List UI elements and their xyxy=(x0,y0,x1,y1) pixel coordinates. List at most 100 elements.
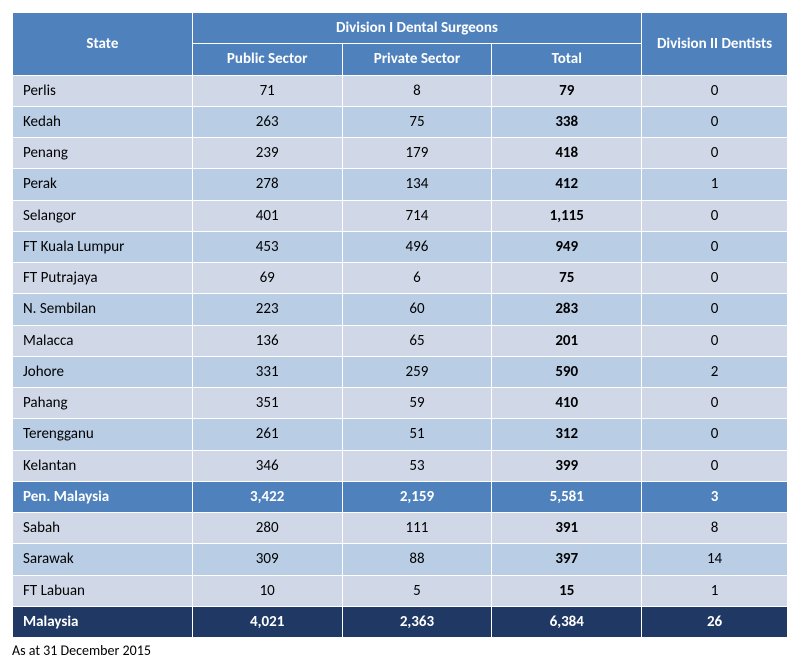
cell-total: 391 xyxy=(492,513,642,544)
cell-private: 2,159 xyxy=(342,481,492,512)
footnote: As at 31 December 2015 xyxy=(12,642,788,659)
cell-div2: 8 xyxy=(642,513,788,544)
cell-private: 179 xyxy=(342,138,492,169)
table-row: FT Putrajaya696750 xyxy=(13,263,788,294)
cell-div2: 0 xyxy=(642,388,788,419)
cell-state: Sabah xyxy=(13,513,193,544)
cell-public: 4,021 xyxy=(192,606,342,637)
cell-div2: 0 xyxy=(642,419,788,450)
cell-div2: 0 xyxy=(642,200,788,231)
cell-div2: 26 xyxy=(642,606,788,637)
cell-total: 397 xyxy=(492,544,642,575)
cell-state: FT Kuala Lumpur xyxy=(13,231,193,262)
cell-total: 418 xyxy=(492,138,642,169)
cell-state: N. Sembilan xyxy=(13,294,193,325)
cell-total: 15 xyxy=(492,575,642,606)
cell-private: 496 xyxy=(342,231,492,262)
cell-total: 5,581 xyxy=(492,481,642,512)
table-row: Perak2781344121 xyxy=(13,169,788,200)
table-row: Johore3312595902 xyxy=(13,356,788,387)
cell-total: 399 xyxy=(492,450,642,481)
cell-div2: 0 xyxy=(642,325,788,356)
cell-div2: 1 xyxy=(642,575,788,606)
cell-total: 283 xyxy=(492,294,642,325)
cell-total: 949 xyxy=(492,231,642,262)
cell-public: 351 xyxy=(192,388,342,419)
cell-div2: 0 xyxy=(642,450,788,481)
cell-state: Malacca xyxy=(13,325,193,356)
table-row: Selangor4017141,1150 xyxy=(13,200,788,231)
header-div2: Division II Dentists xyxy=(642,13,788,76)
table-row: Malacca136652010 xyxy=(13,325,788,356)
cell-public: 223 xyxy=(192,294,342,325)
cell-private: 88 xyxy=(342,544,492,575)
cell-public: 69 xyxy=(192,263,342,294)
cell-private: 134 xyxy=(342,169,492,200)
cell-public: 263 xyxy=(192,106,342,137)
cell-public: 261 xyxy=(192,419,342,450)
table-header: State Division I Dental Surgeons Divisio… xyxy=(13,13,788,76)
cell-state: Johore xyxy=(13,356,193,387)
cell-div2: 0 xyxy=(642,231,788,262)
cell-div2: 0 xyxy=(642,138,788,169)
cell-div2: 0 xyxy=(642,106,788,137)
cell-state: FT Labuan xyxy=(13,575,193,606)
cell-total: 590 xyxy=(492,356,642,387)
cell-div2: 14 xyxy=(642,544,788,575)
cell-state: Kelantan xyxy=(13,450,193,481)
cell-state: Kedah xyxy=(13,106,193,137)
cell-state: Perak xyxy=(13,169,193,200)
cell-private: 259 xyxy=(342,356,492,387)
cell-public: 278 xyxy=(192,169,342,200)
cell-state: FT Putrajaya xyxy=(13,263,193,294)
table-row: Pen. Malaysia3,4222,1595,5813 xyxy=(13,481,788,512)
header-div1-group: Division I Dental Surgeons xyxy=(192,13,641,44)
cell-private: 51 xyxy=(342,419,492,450)
cell-total: 338 xyxy=(492,106,642,137)
cell-public: 346 xyxy=(192,450,342,481)
cell-public: 280 xyxy=(192,513,342,544)
table-row: Perlis718790 xyxy=(13,75,788,106)
cell-total: 412 xyxy=(492,169,642,200)
table-row: Kelantan346533990 xyxy=(13,450,788,481)
cell-private: 2,363 xyxy=(342,606,492,637)
header-private: Private Sector xyxy=(342,44,492,75)
table-row: FT Labuan105151 xyxy=(13,575,788,606)
table-row: Kedah263753380 xyxy=(13,106,788,137)
cell-total: 1,115 xyxy=(492,200,642,231)
cell-private: 111 xyxy=(342,513,492,544)
cell-public: 136 xyxy=(192,325,342,356)
cell-div2: 0 xyxy=(642,75,788,106)
cell-public: 3,422 xyxy=(192,481,342,512)
table-row: Terengganu261513120 xyxy=(13,419,788,450)
table-row: Sabah2801113918 xyxy=(13,513,788,544)
cell-public: 401 xyxy=(192,200,342,231)
cell-state: Penang xyxy=(13,138,193,169)
cell-div2: 0 xyxy=(642,263,788,294)
cell-total: 75 xyxy=(492,263,642,294)
cell-public: 239 xyxy=(192,138,342,169)
table-body: Perlis718790Kedah263753380Penang23917941… xyxy=(13,75,788,638)
cell-private: 8 xyxy=(342,75,492,106)
cell-private: 714 xyxy=(342,200,492,231)
cell-state: Pen. Malaysia xyxy=(13,481,193,512)
cell-state: Malaysia xyxy=(13,606,193,637)
cell-total: 201 xyxy=(492,325,642,356)
table-row: N. Sembilan223602830 xyxy=(13,294,788,325)
cell-div2: 0 xyxy=(642,294,788,325)
cell-div2: 2 xyxy=(642,356,788,387)
table-row: Pahang351594100 xyxy=(13,388,788,419)
table-row: FT Kuala Lumpur4534969490 xyxy=(13,231,788,262)
cell-public: 331 xyxy=(192,356,342,387)
cell-private: 60 xyxy=(342,294,492,325)
cell-private: 5 xyxy=(342,575,492,606)
cell-public: 309 xyxy=(192,544,342,575)
dental-surgeons-table: State Division I Dental Surgeons Divisio… xyxy=(12,12,788,638)
cell-public: 10 xyxy=(192,575,342,606)
cell-private: 65 xyxy=(342,325,492,356)
cell-private: 59 xyxy=(342,388,492,419)
table-row: Malaysia4,0212,3636,38426 xyxy=(13,606,788,637)
cell-total: 6,384 xyxy=(492,606,642,637)
cell-total: 410 xyxy=(492,388,642,419)
cell-private: 75 xyxy=(342,106,492,137)
